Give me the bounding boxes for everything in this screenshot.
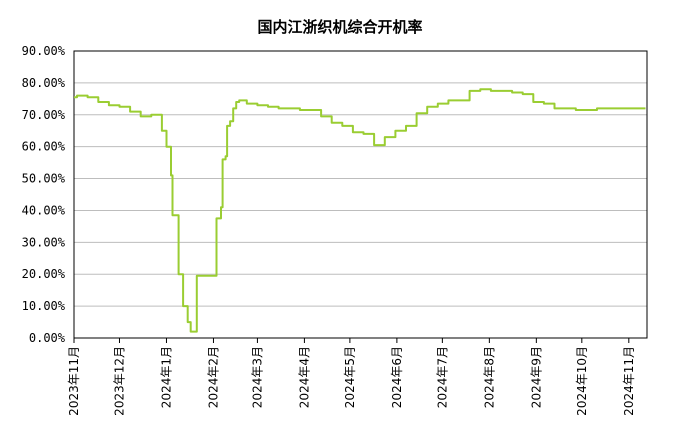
series-group bbox=[74, 88, 646, 333]
y-tick-label: 80.00% bbox=[22, 76, 66, 90]
grid bbox=[74, 82, 647, 307]
x-tick-label: 2024年2月 bbox=[206, 346, 220, 408]
x-tick-label: 2024年10月 bbox=[575, 346, 589, 416]
x-tick-label: 2024年7月 bbox=[435, 346, 449, 408]
y-tick-label: 60.00% bbox=[22, 140, 66, 154]
y-tick-label: 70.00% bbox=[22, 108, 66, 122]
y-tick-label: 20.00% bbox=[22, 267, 66, 281]
x-tick-label: 2024年1月 bbox=[159, 346, 173, 408]
x-tick-label: 2024年11月 bbox=[622, 346, 636, 416]
y-tick-label: 30.00% bbox=[22, 235, 66, 249]
plot-area bbox=[73, 50, 648, 339]
x-tick-label: 2024年9月 bbox=[529, 346, 543, 408]
x-tick-label: 2023年12月 bbox=[112, 346, 126, 416]
x-tick-label: 2023年11月 bbox=[67, 346, 81, 416]
y-tick-label: 50.00% bbox=[22, 172, 66, 186]
y-tick-label: 90.00% bbox=[22, 44, 66, 58]
chart-title: 国内江浙织机综合开机率 bbox=[257, 18, 422, 36]
y-tick-label: 0.00% bbox=[29, 331, 66, 345]
y-tick-label: 40.00% bbox=[22, 203, 66, 217]
series-line bbox=[74, 88, 646, 333]
y-tick-label: 10.00% bbox=[22, 299, 66, 313]
x-tick-label: 2024年3月 bbox=[250, 346, 264, 408]
y-axis-ticks: 0.00% 10.00% 20.00% 30.00% 40.00% 50.00% 60.00… bbox=[22, 44, 66, 345]
x-tick-label: 2024年6月 bbox=[390, 346, 404, 408]
x-axis-ticks: 2023年11月 2023年12月 2024年1月 2024年2月 2024年3月 202… bbox=[67, 338, 636, 416]
x-tick-label: 2024年8月 bbox=[482, 346, 496, 408]
x-tick-label: 2024年4月 bbox=[297, 346, 311, 408]
x-tick-label: 2024年5月 bbox=[343, 346, 357, 408]
